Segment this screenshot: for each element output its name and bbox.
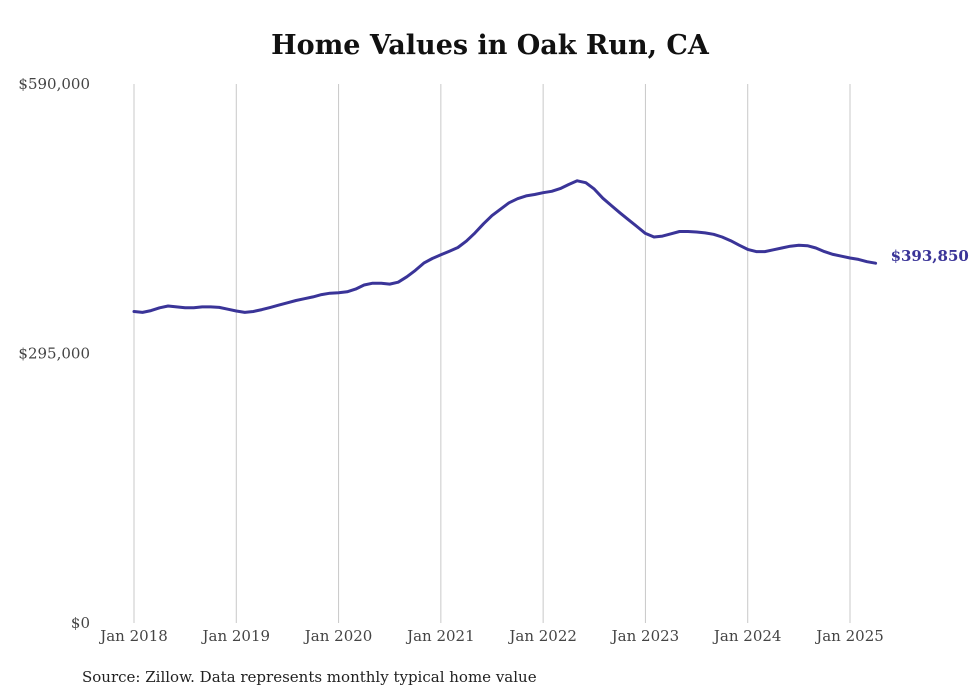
chart-title: Home Values in Oak Run, CA (271, 30, 709, 61)
x-tick-label: Jan 2020 (303, 627, 373, 645)
y-axis-ticks: $0 $295,000 $590,000 (18, 75, 90, 632)
y-tick-label: $295,000 (18, 345, 90, 363)
source-note: Source: Zillow. Data represents monthly … (82, 668, 537, 686)
end-value-label: $393,850 (891, 247, 969, 265)
x-tick-label: Jan 2023 (610, 627, 680, 645)
y-tick-label: $0 (71, 614, 90, 632)
series-group (132, 179, 878, 314)
x-axis-ticks: Jan 2018 Jan 2019 Jan 2020 Jan 2021 Jan 2022… (98, 627, 884, 645)
end-label-group: $393,850 (891, 247, 969, 265)
x-tick-label: Jan 2018 (98, 627, 168, 645)
y-tick-label: $590,000 (18, 75, 90, 93)
x-tick-label: Jan 2022 (507, 627, 577, 645)
x-tick-label: Jan 2019 (201, 627, 271, 645)
x-tick-label: Jan 2025 (814, 627, 884, 645)
grid-lines (133, 84, 851, 623)
series-line (132, 179, 878, 314)
x-tick-label: Jan 2024 (712, 627, 782, 645)
x-tick-label: Jan 2021 (405, 627, 475, 645)
